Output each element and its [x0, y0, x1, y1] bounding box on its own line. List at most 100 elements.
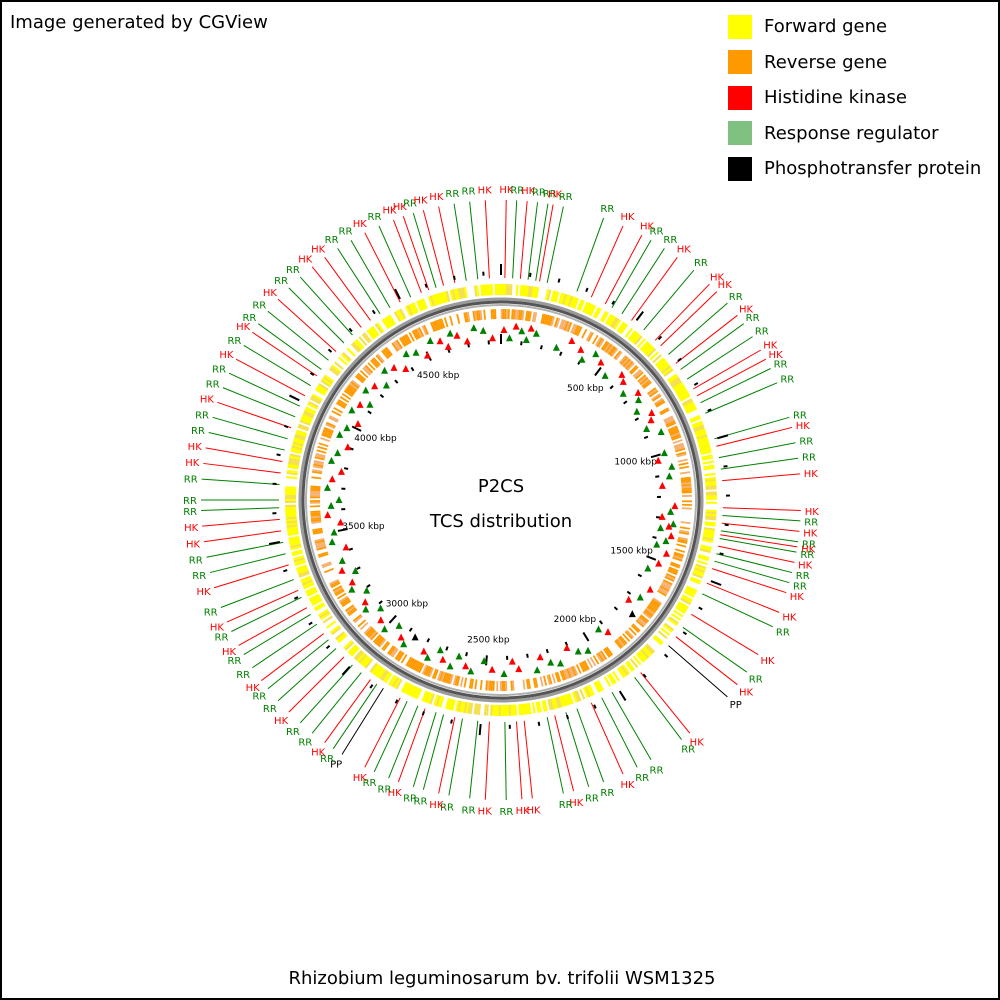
- tcs-marker: [489, 334, 497, 342]
- tcs-marker: [522, 335, 530, 343]
- forward-gene-mark: [289, 543, 302, 549]
- reverse-gene-mark: [310, 513, 321, 517]
- reverse-gene-mark: [318, 442, 329, 448]
- reverse-gene-mark: [512, 309, 516, 320]
- major-tick: [594, 366, 602, 377]
- legend-item-histidine-kinase: Histidine kinase: [728, 80, 981, 116]
- forward-gene-mark: [296, 429, 308, 436]
- tcs-label-line: [469, 201, 479, 280]
- reverse-gene-mark: [349, 382, 359, 391]
- reverse-gene-mark: [408, 332, 415, 342]
- tcs-label-line: [288, 287, 345, 344]
- reverse-gene-mark: [339, 396, 350, 403]
- forward-gene-mark: [674, 385, 686, 394]
- forward-gene-mark: [561, 293, 568, 305]
- forward-gene-mark: [294, 558, 306, 565]
- tcs-marker: [665, 472, 673, 480]
- forward-gene-mark: [299, 419, 311, 426]
- tcs-label: RR: [227, 656, 241, 667]
- tcs-label-line: [631, 257, 678, 321]
- tcs-label-line: [691, 613, 759, 655]
- reverse-gene-mark: [445, 673, 451, 684]
- tick-label: 1000 kbp: [614, 458, 657, 468]
- tcs-marker: [335, 496, 343, 503]
- forward-gene-mark: [349, 645, 359, 656]
- forward-gene-mark: [415, 688, 423, 700]
- reverse-gene-mark: [653, 397, 664, 405]
- tcs-label-line: [527, 202, 539, 280]
- minor-tick: [609, 385, 614, 390]
- reverse-gene-mark: [654, 399, 665, 407]
- forward-gene-mark: [364, 658, 374, 669]
- forward-gene-mark: [355, 338, 365, 349]
- tcs-label: HK: [761, 656, 776, 667]
- tcs-label: HK: [478, 185, 493, 196]
- tcs-label-line: [722, 507, 801, 511]
- tcs-label: HK: [739, 305, 754, 316]
- forward-gene-mark: [305, 586, 317, 594]
- reverse-gene-mark: [616, 637, 625, 647]
- reverse-gene-mark: [672, 556, 683, 562]
- tcs-label-line: [341, 688, 384, 755]
- tcs-marker: [635, 396, 643, 404]
- reverse-gene-mark: [382, 349, 391, 359]
- tcs-marker: [337, 518, 345, 526]
- reverse-gene-mark: [545, 314, 550, 325]
- map-subtitle: TCS distribution: [429, 511, 572, 532]
- reverse-gene-mark: [668, 427, 679, 433]
- forward-gene-mark: [358, 653, 368, 664]
- tcs-label-line: [378, 225, 412, 298]
- reverse-gene-mark: [658, 586, 669, 594]
- forward-gene-mark: [400, 681, 408, 693]
- tcs-label: RR: [799, 437, 813, 448]
- tcs-marker: [628, 610, 636, 618]
- forward-gene-mark: [533, 286, 538, 298]
- forward-gene-mark: [515, 284, 519, 296]
- reverse-gene-mark: [597, 338, 605, 349]
- reverse-gene-mark: [465, 312, 469, 323]
- forward-gene-mark: [477, 703, 482, 715]
- forward-gene-mark: [640, 649, 650, 659]
- tcs-marker: [479, 326, 487, 334]
- reverse-gene-mark: [669, 563, 680, 569]
- reverse-gene-mark: [643, 610, 653, 618]
- reverse-gene-mark: [641, 380, 651, 388]
- forward-gene-mark: [449, 698, 454, 711]
- forward-gene-mark: [286, 524, 298, 528]
- forward-gene-mark: [330, 366, 341, 375]
- tcs-label: RR: [663, 235, 677, 246]
- tcs-label-line: [675, 314, 738, 364]
- reverse-gene-mark: [664, 418, 675, 425]
- reverse-gene-mark: [338, 595, 349, 603]
- tick-label: 4000 kbp: [354, 434, 397, 444]
- tcs-label-line: [680, 323, 744, 370]
- reverse-gene-mark: [668, 428, 679, 435]
- forward-gene-mark: [705, 511, 717, 515]
- forward-gene-mark: [594, 307, 602, 319]
- outer-minor-tick: [537, 721, 541, 726]
- forward-gene-mark: [449, 289, 455, 301]
- forward-gene-mark: [285, 518, 298, 522]
- reverse-gene-mark: [410, 659, 417, 669]
- reverse-gene-mark: [640, 614, 650, 623]
- forward-gene-mark: [694, 565, 706, 572]
- forward-gene-mark: [410, 685, 417, 697]
- tcs-label-line: [364, 232, 401, 303]
- reverse-gene-mark: [354, 375, 364, 384]
- tcs-marker: [470, 324, 478, 332]
- reverse-gene-mark: [676, 543, 687, 548]
- reverse-gene-mark: [421, 325, 428, 336]
- reverse-gene-mark: [638, 375, 648, 384]
- tcs-marker: [574, 647, 582, 655]
- reverse-gene-mark: [351, 379, 361, 388]
- reverse-gene-mark: [384, 347, 392, 357]
- reverse-gene-mark: [625, 361, 634, 370]
- tcs-marker: [324, 511, 332, 519]
- reverse-gene-mark: [362, 367, 371, 376]
- forward-gene-mark: [693, 424, 705, 431]
- reverse-gene-mark: [677, 458, 688, 463]
- reverse-gene-mark: [679, 471, 691, 475]
- reverse-gene-mark: [514, 309, 518, 320]
- reverse-gene-mark: [661, 582, 672, 589]
- reverse-gene-mark: [619, 635, 628, 645]
